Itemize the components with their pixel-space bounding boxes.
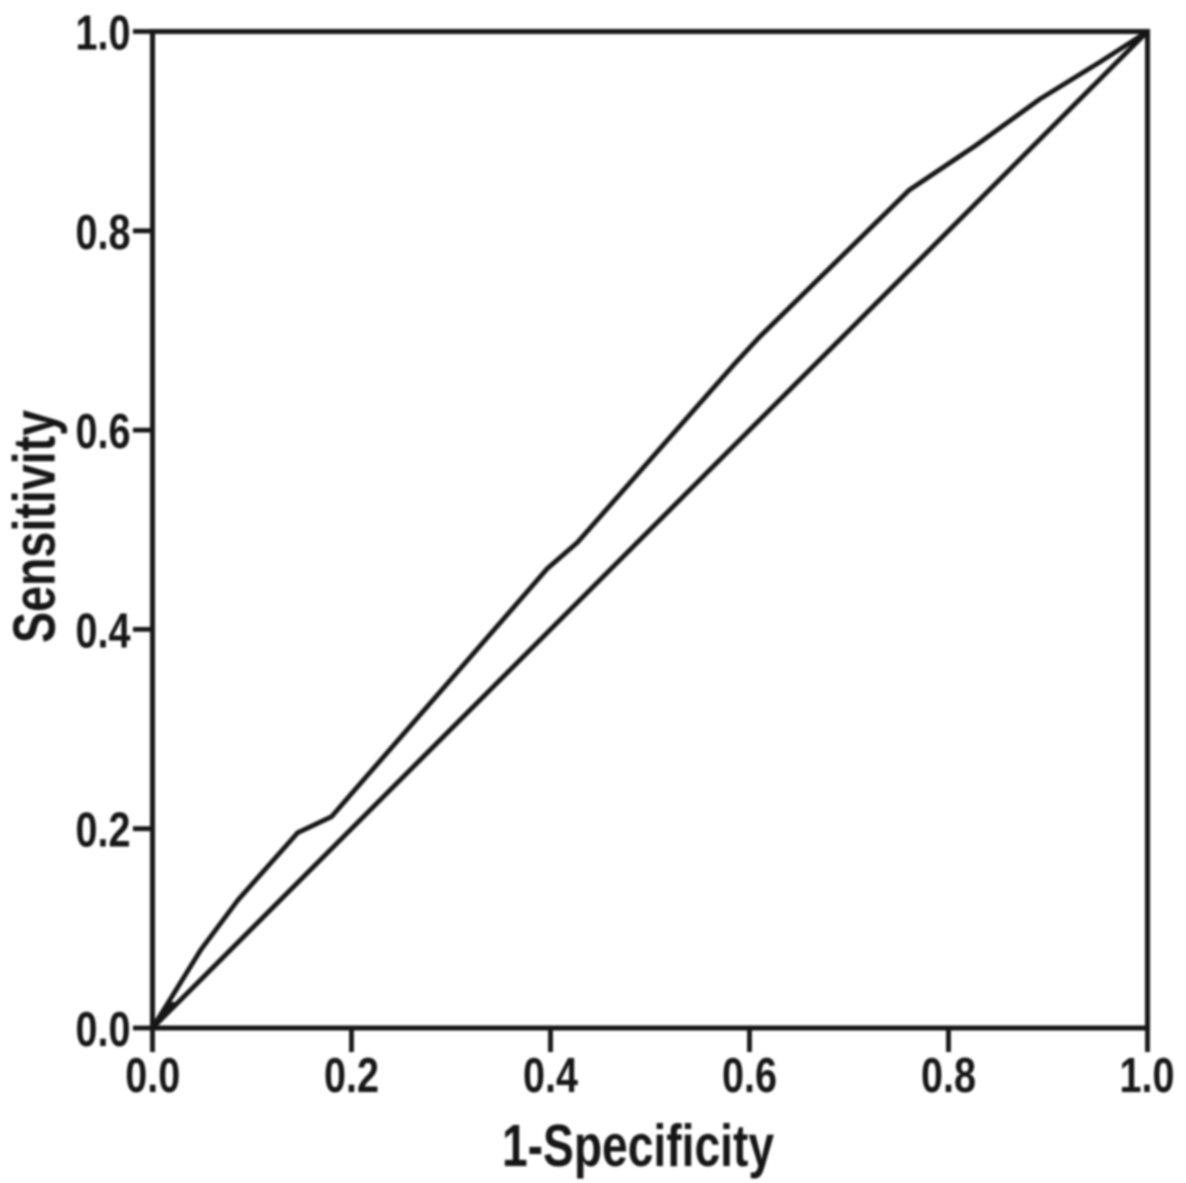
svg-text:0.6: 0.6 xyxy=(722,1048,777,1103)
svg-text:0.0: 0.0 xyxy=(125,1048,180,1103)
svg-text:0.4: 0.4 xyxy=(76,603,131,658)
svg-text:0.2: 0.2 xyxy=(76,803,131,858)
svg-text:1.0: 1.0 xyxy=(76,6,131,61)
svg-text:0.4: 0.4 xyxy=(523,1048,578,1103)
svg-text:1-Specificity: 1-Specificity xyxy=(502,1113,774,1179)
svg-text:0.8: 0.8 xyxy=(76,205,131,260)
svg-text:0.0: 0.0 xyxy=(76,1002,131,1057)
svg-text:0.2: 0.2 xyxy=(324,1048,379,1103)
svg-text:Sensitivity: Sensitivity xyxy=(2,410,68,643)
svg-text:1.0: 1.0 xyxy=(1120,1048,1175,1103)
svg-text:0.8: 0.8 xyxy=(921,1048,976,1103)
svg-text:0.6: 0.6 xyxy=(76,404,131,459)
